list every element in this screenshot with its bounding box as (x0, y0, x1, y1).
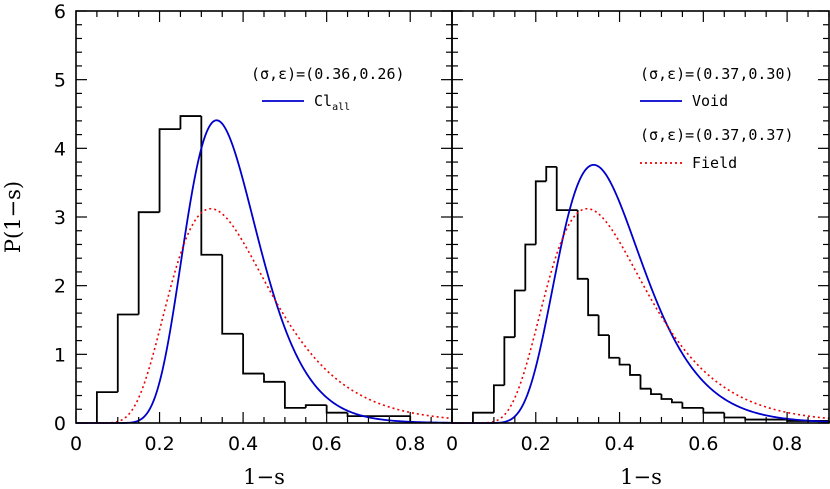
x-tick-label: 0.8 (395, 433, 425, 455)
histogram-bar (503, 336, 515, 386)
y-tick-label: 2 (54, 276, 66, 298)
histogram-bar (200, 116, 223, 256)
x-tick-label: 0.2 (521, 433, 551, 455)
histogram-bar (137, 211, 160, 315)
x-axis-label-right: 1−s (620, 465, 662, 489)
panel-cluster: 0 0.2 0.4 0.6 0.8 0 1 2 3 4 5 6 (σ,ε)=(0.36,0.26) Cla… (54, 1, 453, 455)
x-tick-label: 0.6 (688, 433, 718, 455)
x-tick-label: 0.4 (604, 433, 634, 455)
histogram-bar (221, 254, 244, 335)
histogram-bar (629, 364, 641, 376)
histogram-bar (723, 412, 746, 419)
histogram-bar (95, 391, 118, 423)
y-tick-label: 4 (54, 138, 66, 160)
histogram-bar (304, 404, 327, 408)
fit-parameters-annotation: (σ,ε)=(0.37,0.30) (640, 65, 794, 83)
histogram-bar (576, 210, 589, 280)
x-tick-label: 0.4 (228, 433, 258, 455)
histogram-bar (555, 166, 578, 212)
panel-void-field: 0 0.2 0.4 0.6 0.8 (σ,ε)=(0.37,0.30) (σ,ε)=(0.3… (446, 10, 830, 455)
histogram-bar (283, 381, 306, 409)
y-tick-label: 1 (54, 344, 66, 366)
histogram-bar (492, 384, 505, 413)
histogram-bar (513, 289, 526, 338)
histogram-bar (608, 335, 620, 359)
y-tick-label: 0 (54, 413, 66, 435)
legend-label: Void (692, 92, 728, 110)
y-tick-label: 3 (54, 207, 66, 229)
histogram-bar (650, 388, 662, 396)
histogram-bar (618, 357, 631, 366)
y-tick-label: 6 (54, 1, 66, 23)
legend-label: Clall (314, 92, 350, 113)
histogram-bar (660, 394, 672, 400)
model-curve (452, 163, 830, 424)
y-axis-label: P(1−s) (1, 181, 25, 253)
x-tick-label: 0.6 (312, 433, 342, 455)
x-tick-label: 0 (446, 433, 458, 455)
histogram-bar (545, 165, 557, 182)
histogram-bar (639, 374, 651, 390)
histogram-bar (179, 115, 202, 130)
histogram-bar (116, 313, 139, 393)
fit-parameters-annotation: (σ,ε)=(0.36,0.26) (251, 65, 405, 83)
histogram-bar (597, 315, 610, 337)
histogram-bar (681, 402, 704, 409)
legend-label-subscript: all (332, 102, 350, 113)
histogram-bar (702, 407, 725, 414)
legend-label: Field (692, 154, 737, 172)
histogram-bar (263, 373, 285, 383)
field-model-curve (76, 207, 453, 424)
x-tick-label: 0.2 (144, 433, 174, 455)
field-model-curve (452, 207, 830, 424)
histogram-bar (472, 411, 494, 423)
histogram-bar (534, 180, 547, 245)
y-tick-label: 5 (54, 70, 66, 92)
histogram-bar (158, 128, 181, 213)
histogram-bar (242, 333, 264, 375)
histogram-bar (587, 278, 599, 317)
x-tick-label: 0.8 (772, 433, 802, 455)
histogram-bar (671, 398, 683, 404)
fit-parameters-annotation: (σ,ε)=(0.37,0.37) (640, 126, 794, 144)
x-tick-label: 0 (70, 433, 82, 455)
x-axis-label-left: 1−s (243, 465, 285, 489)
histogram-bar (524, 243, 536, 291)
